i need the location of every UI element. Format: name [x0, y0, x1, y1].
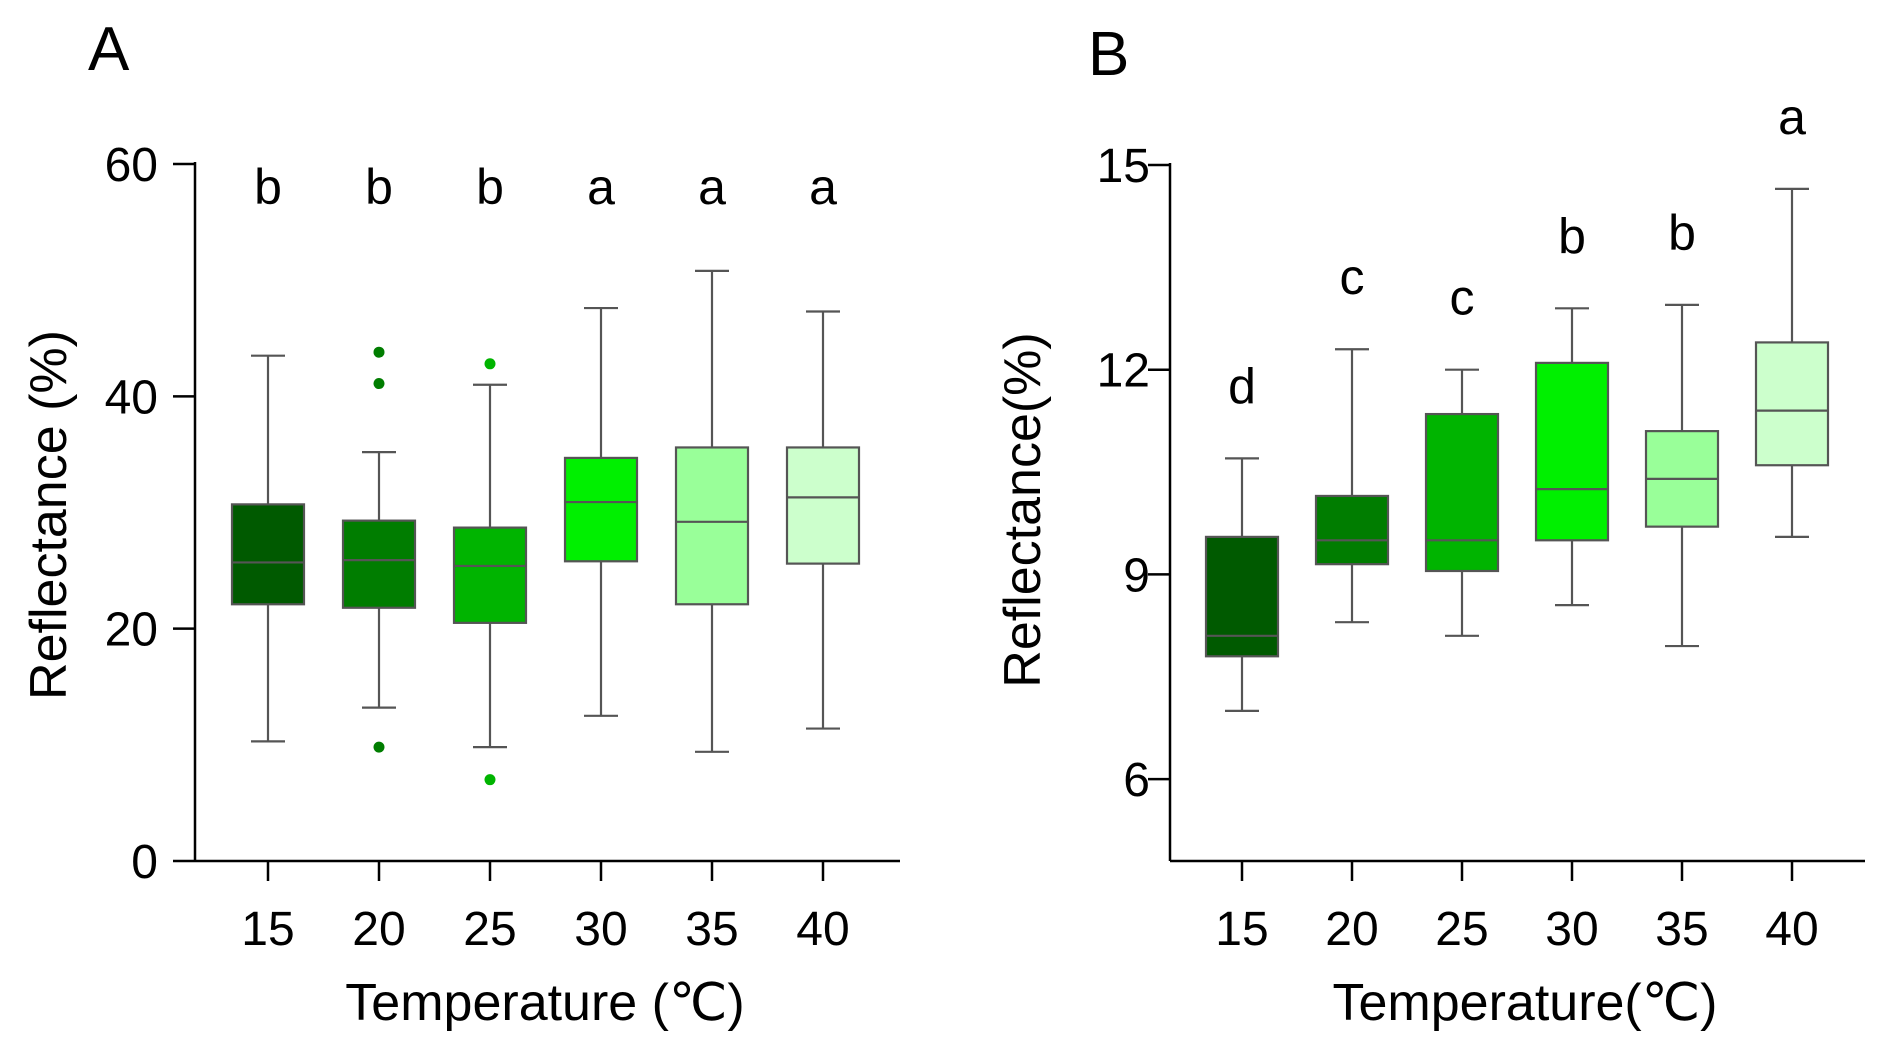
panel-a-x-tick-label: 15 — [241, 903, 294, 956]
panel-b-x-axis-title: Temperature(℃) — [1333, 974, 1718, 1032]
panel-b-x-tick-label: 15 — [1215, 903, 1268, 956]
panel-a-x-tick-label: 35 — [685, 903, 738, 956]
panel-a-box-35 — [674, 446, 750, 606]
panel-b-box-25 — [1424, 412, 1500, 573]
panel-a: A Reflectance (%) Temperature (℃) 0 20 40 6… — [20, 15, 900, 1032]
panel-b: B Reflectance(%) Temperature(℃) 6 9 12 15 15… — [994, 20, 1865, 1032]
panel-b-y-axis-title: Reflectance(%) — [994, 332, 1052, 687]
panel-a-y-tick-label: 40 — [105, 371, 158, 424]
panel-a-plot-area: 0 20 40 60 15 b 20 b 25 b 30 a 35 a 40 a — [105, 139, 900, 956]
panel-a-outlier-point — [484, 358, 496, 370]
panel-b-y-tick-label: 12 — [1097, 345, 1150, 398]
panel-b-plot-area: 6 9 12 15 15 d 20 c 25 c 30 b 35 b 40 a — [1097, 89, 1865, 956]
panel-b-significance-letter: d — [1228, 358, 1256, 414]
panel-b-y-tick-label: 9 — [1123, 549, 1150, 602]
panel-a-x-tick-label: 40 — [796, 903, 849, 956]
panel-a-x-tick-label: 20 — [352, 903, 405, 956]
panel-a-y-axis-title: Reflectance (%) — [20, 330, 78, 700]
panel-b-significance-letter: c — [1450, 270, 1475, 326]
panel-a-box-40 — [785, 446, 861, 565]
panel-b-box-15 — [1204, 535, 1280, 658]
panel-a-significance-letter: a — [698, 159, 726, 215]
panel-a-significance-letter: a — [587, 159, 615, 215]
panel-a-y-tick-label: 60 — [105, 139, 158, 192]
panel-a-label: A — [88, 15, 130, 84]
panel-b-x-tick-label: 40 — [1765, 903, 1818, 956]
panel-a-outlier-point — [373, 346, 385, 358]
panel-b-x-tick-label: 25 — [1435, 903, 1488, 956]
panel-a-y-tick-label: 20 — [105, 604, 158, 657]
panel-a-outlier-point — [373, 741, 385, 753]
panel-a-box-15 — [230, 503, 306, 606]
panel-a-outlier-point — [484, 774, 496, 786]
panel-b-significance-letter: b — [1558, 208, 1586, 264]
panel-a-box-25 — [452, 526, 528, 624]
panel-b-significance-letter: b — [1668, 205, 1696, 261]
panel-b-x-tick-label: 30 — [1545, 903, 1598, 956]
panel-a-significance-letter: b — [476, 159, 504, 215]
panel-a-significance-letter: b — [254, 159, 282, 215]
panel-a-y-tick-label: 0 — [131, 836, 158, 889]
panel-b-significance-letter: c — [1340, 249, 1365, 305]
panel-b-box-40 — [1754, 341, 1830, 467]
panel-b-y-tick-label: 6 — [1123, 754, 1150, 807]
panel-a-significance-letter: a — [809, 159, 837, 215]
panel-b-x-tick-label: 35 — [1655, 903, 1708, 956]
panel-a-x-tick-label: 30 — [574, 903, 627, 956]
panel-b-y-tick-label: 15 — [1097, 140, 1150, 193]
panel-a-x-tick-label: 25 — [463, 903, 516, 956]
panel-b-x-tick-label: 20 — [1325, 903, 1378, 956]
panel-b-label: B — [1088, 20, 1129, 89]
panel-b-box-20 — [1314, 494, 1390, 566]
panel-a-box-30 — [563, 456, 639, 563]
panel-b-box-30 — [1534, 361, 1610, 542]
panel-a-significance-letter: b — [365, 159, 393, 215]
panel-a-outlier-point — [373, 378, 385, 390]
panel-a-box-20 — [341, 519, 417, 609]
panel-a-x-axis-title: Temperature (℃) — [345, 974, 744, 1032]
panel-b-significance-letter: a — [1778, 89, 1806, 145]
